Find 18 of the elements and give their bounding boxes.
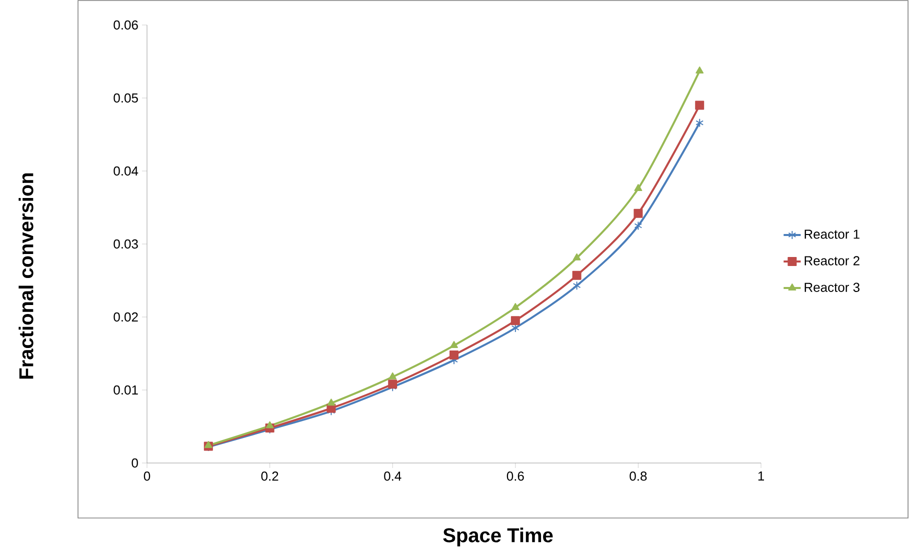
y-tick-label: 0.05 (114, 93, 138, 103)
legend-label: Reactor 2 (804, 256, 860, 266)
x-tick-label: 0 (144, 472, 150, 481)
legend-label: Reactor 3 (804, 282, 860, 292)
x-tick-label: 0.8 (630, 472, 647, 481)
y-tick-label: 0.02 (114, 312, 138, 322)
y-tick-label: 0 (132, 458, 138, 468)
legend-label: Reactor 1 (804, 230, 860, 239)
y-axis-title: Fractional conversion (18, 173, 34, 379)
y-tick-label: 0.04 (114, 166, 138, 176)
x-axis-title: Space Time (443, 528, 553, 546)
y-tick-label: 0.03 (114, 239, 138, 249)
y-tick-label: 0.06 (114, 20, 138, 30)
x-tick-label: 1 (758, 472, 764, 480)
x-tick-label: 0.4 (384, 472, 402, 481)
y-tick-label: 0.01 (114, 385, 138, 395)
x-tick-label: 0.6 (506, 472, 524, 481)
x-tick-label: 0.2 (261, 472, 278, 481)
